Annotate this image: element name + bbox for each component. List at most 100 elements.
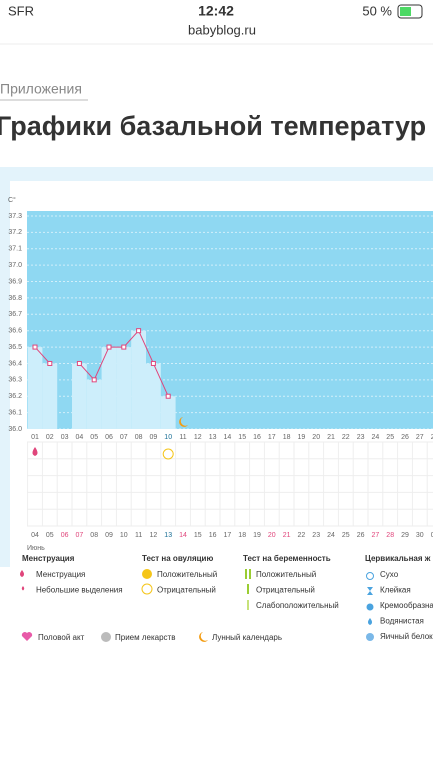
date-label: 22 <box>298 532 306 539</box>
legend-title: Менструация <box>22 554 75 563</box>
legend-item: Яичный белок <box>380 632 433 641</box>
date-label: 25 <box>342 532 350 539</box>
menstruation-marker <box>32 447 38 456</box>
icon-bar <box>247 600 249 610</box>
legend-title: Тест на беременность <box>243 554 331 563</box>
y-tick-label: 36.4 <box>8 360 22 367</box>
x-tick-label: 21 <box>327 434 335 441</box>
legend-item: Кремообразная <box>380 601 433 610</box>
date-label: 09 <box>105 532 113 539</box>
day-bar <box>72 363 87 429</box>
x-tick-label: 27 <box>416 434 424 441</box>
day-bar <box>146 363 161 429</box>
icon-drop <box>20 570 24 577</box>
x-tick-label: 02 <box>46 434 54 441</box>
x-tick-label: 05 <box>90 434 98 441</box>
url[interactable]: babyblog.ru <box>188 22 256 37</box>
date-label: 11 <box>135 532 142 539</box>
point <box>91 377 97 383</box>
date-label: 27 <box>372 532 380 539</box>
icon-cervical <box>368 618 372 625</box>
date-label: 28 <box>386 532 394 539</box>
y-axis-label: C° <box>8 196 16 204</box>
date-label: 20 <box>268 532 276 539</box>
legend-item: Отрицательный <box>256 586 315 595</box>
day-bar <box>27 347 43 429</box>
moon-marker <box>179 417 188 427</box>
y-tick-label: 36.7 <box>8 311 22 318</box>
icon-bar <box>249 569 251 579</box>
icon-cervical <box>366 603 374 611</box>
point <box>76 360 82 366</box>
day-bar <box>101 347 117 429</box>
date-label: 18 <box>238 532 246 539</box>
point <box>32 344 38 350</box>
legend-item: Прием лекарств <box>115 633 175 642</box>
legend-item: Положительный <box>157 570 217 579</box>
x-tick-label: 16 <box>253 434 261 441</box>
legend-item: Отрицательный <box>157 586 216 595</box>
page-title: Графики базальной температур <box>0 111 426 141</box>
x-tick-label: 03 <box>61 434 69 441</box>
date-label: 08 <box>90 532 98 539</box>
x-tick-label: 26 <box>401 434 409 441</box>
day-bar <box>131 330 146 429</box>
date-label: 26 <box>357 532 365 539</box>
y-tick-label: 36.0 <box>8 426 22 433</box>
y-tick-label: 37.3 <box>8 213 22 220</box>
y-tick-label: 36.2 <box>8 393 22 400</box>
x-tick-label: 04 <box>76 434 84 441</box>
date-label: 15 <box>194 532 202 539</box>
icon-drop-small <box>21 586 25 591</box>
x-tick-label: 11 <box>179 434 186 441</box>
time: 12:42 <box>198 3 234 19</box>
legend-item: Водянистая <box>380 617 424 626</box>
day-bar <box>42 363 58 429</box>
x-tick-label: 06 <box>105 434 113 441</box>
icon-cervical <box>367 587 373 595</box>
y-tick-label: 37.2 <box>8 229 22 236</box>
date-label: 12 <box>150 532 158 539</box>
point <box>121 344 127 350</box>
date-label: 19 <box>253 532 261 539</box>
x-tick-label: 22 <box>342 434 350 441</box>
x-tick-label: 12 <box>194 434 202 441</box>
date-label: 05 <box>46 532 54 539</box>
y-tick-label: 36.5 <box>8 344 22 351</box>
month-label: Июнь <box>27 545 45 552</box>
y-tick-label: 36.9 <box>8 278 22 285</box>
x-tick-label: 15 <box>238 434 246 441</box>
point <box>150 360 156 366</box>
point <box>47 360 53 366</box>
x-tick-label: 18 <box>283 434 291 441</box>
battery-icon <box>397 4 423 19</box>
date-label: 29 <box>401 532 409 539</box>
icon-negative <box>141 583 153 595</box>
legend-item: Половой акт <box>38 633 85 642</box>
date-label: 21 <box>283 532 291 539</box>
y-tick-label: 36.8 <box>8 295 22 302</box>
day-bar <box>86 379 102 429</box>
legend: Менструация Менструация Небольшие выделени… <box>20 554 433 642</box>
ovulation-negative-marker <box>162 448 174 460</box>
day-bar <box>116 347 132 429</box>
carrier: SFR <box>8 3 34 18</box>
temperature-line <box>34 346 51 364</box>
x-tick-label: 01 <box>31 434 39 441</box>
legend-item: Менструация <box>36 570 85 579</box>
date-label: 23 <box>312 532 320 539</box>
legend-item: Положительный <box>256 570 316 579</box>
breadcrumb[interactable]: Приложения <box>0 81 82 97</box>
y-tick-label: 36.3 <box>8 377 22 384</box>
legend-item: Клейкая <box>380 586 411 595</box>
legend-title: Цервикальная ж <box>365 554 431 563</box>
icon-pill <box>101 632 111 642</box>
y-tick-label: 36.1 <box>8 409 22 416</box>
point <box>165 393 171 399</box>
point <box>136 328 142 334</box>
date-label: 17 <box>224 532 232 539</box>
x-tick-label: 08 <box>135 434 143 441</box>
legend-item: Лунный календарь <box>212 633 282 642</box>
date-label: 16 <box>209 532 217 539</box>
